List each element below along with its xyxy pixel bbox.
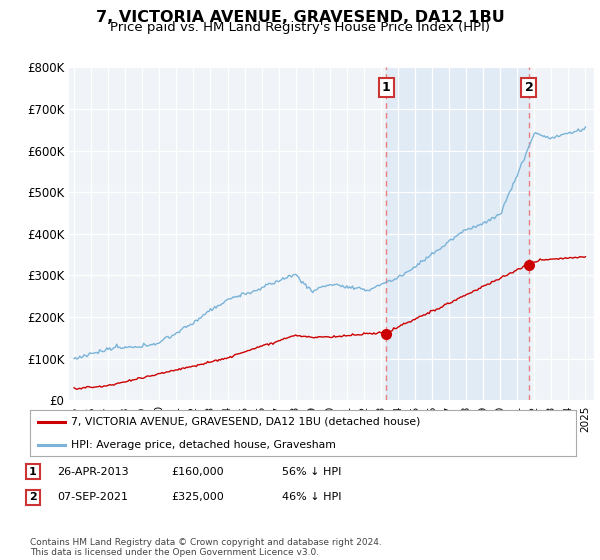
Text: 7, VICTORIA AVENUE, GRAVESEND, DA12 1BU (detached house): 7, VICTORIA AVENUE, GRAVESEND, DA12 1BU … bbox=[71, 417, 421, 427]
Text: 2: 2 bbox=[524, 81, 533, 94]
Text: 07-SEP-2021: 07-SEP-2021 bbox=[57, 492, 128, 502]
Text: £160,000: £160,000 bbox=[171, 466, 224, 477]
Text: 1: 1 bbox=[382, 81, 391, 94]
Text: 7, VICTORIA AVENUE, GRAVESEND, DA12 1BU: 7, VICTORIA AVENUE, GRAVESEND, DA12 1BU bbox=[95, 10, 505, 25]
Text: Price paid vs. HM Land Registry's House Price Index (HPI): Price paid vs. HM Land Registry's House … bbox=[110, 21, 490, 34]
Text: 46% ↓ HPI: 46% ↓ HPI bbox=[282, 492, 341, 502]
Text: Contains HM Land Registry data © Crown copyright and database right 2024.
This d: Contains HM Land Registry data © Crown c… bbox=[30, 538, 382, 557]
Text: HPI: Average price, detached house, Gravesham: HPI: Average price, detached house, Grav… bbox=[71, 440, 336, 450]
Text: 56% ↓ HPI: 56% ↓ HPI bbox=[282, 466, 341, 477]
Bar bbox=[386, 67, 529, 400]
Text: 1: 1 bbox=[29, 466, 37, 477]
Text: £325,000: £325,000 bbox=[171, 492, 224, 502]
Text: 26-APR-2013: 26-APR-2013 bbox=[57, 466, 128, 477]
Text: 2: 2 bbox=[29, 492, 37, 502]
